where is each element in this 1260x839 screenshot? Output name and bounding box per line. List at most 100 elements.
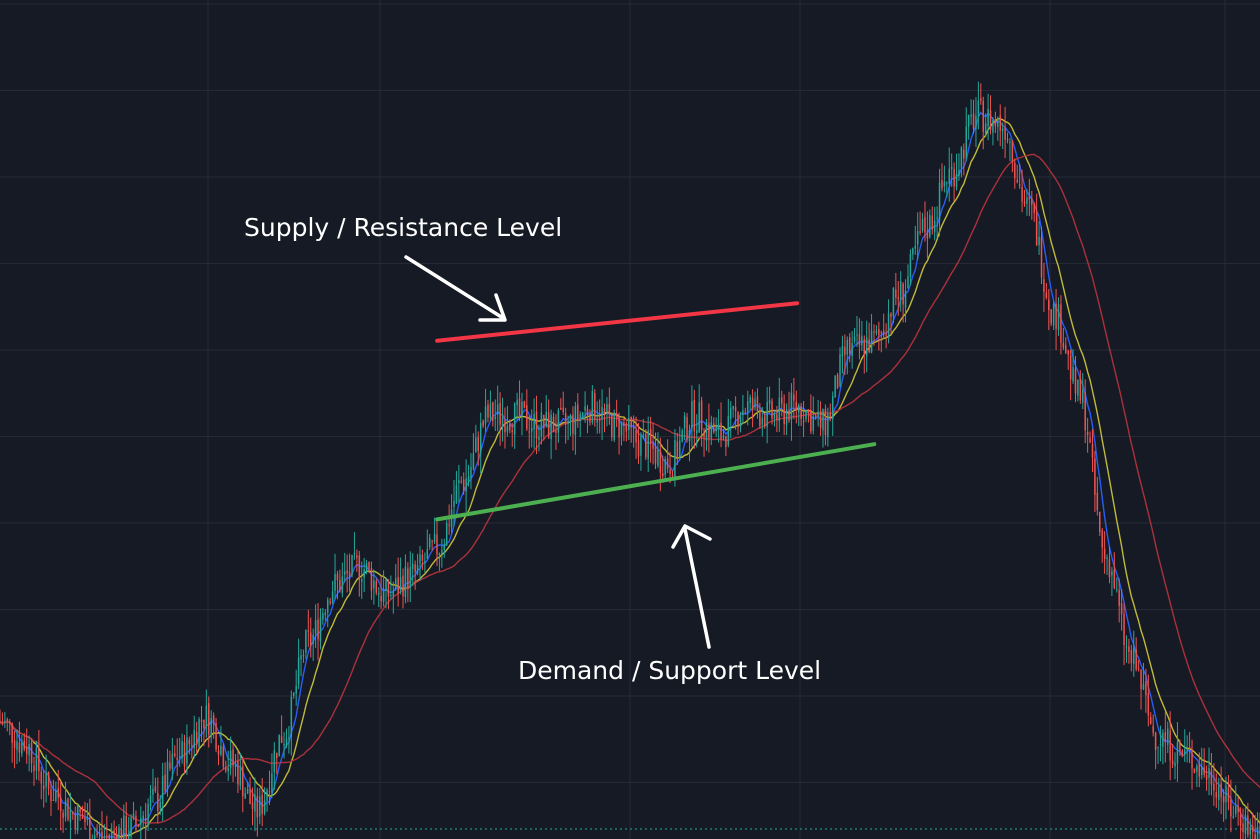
candle-body-439 — [1065, 345, 1067, 353]
candle-body-100 — [242, 766, 244, 797]
candle-body-476 — [1154, 732, 1157, 750]
candle-body-85 — [205, 705, 208, 726]
candle-body-318 — [771, 400, 773, 419]
candle-body-418 — [1014, 162, 1016, 179]
candle-body-337 — [817, 412, 819, 417]
candle-body-153 — [370, 568, 373, 591]
candle-body-2 — [4, 720, 6, 722]
candle-body-317 — [768, 400, 771, 404]
candle-body-156 — [377, 592, 380, 595]
candle-body-277 — [671, 474, 674, 477]
candle-body-180 — [436, 534, 438, 555]
candle-body-71 — [171, 753, 174, 770]
candle-body-205 — [496, 404, 499, 415]
candle-body-289 — [700, 400, 703, 431]
candle-body-168 — [407, 568, 409, 589]
candle-body-263 — [637, 440, 640, 457]
candle-body-395 — [958, 169, 960, 176]
candle-body-221 — [535, 411, 538, 439]
candle-body-106 — [256, 796, 259, 818]
candle-body-76 — [183, 742, 186, 767]
candle-body-244 — [591, 391, 594, 423]
candle-body-83 — [200, 720, 203, 722]
candle-body-366 — [887, 313, 890, 338]
candle-body-323 — [783, 403, 785, 425]
candle-body-139 — [336, 573, 339, 581]
candle-body-40 — [96, 833, 98, 836]
candle-body-105 — [254, 794, 256, 812]
candle-body-375 — [909, 253, 912, 277]
candle-body-114 — [276, 752, 278, 759]
candle-body-391 — [948, 168, 950, 185]
candle-body-302 — [732, 405, 734, 409]
candle-body-231 — [560, 407, 562, 410]
candle-body-184 — [445, 523, 448, 546]
candle-body-430 — [1043, 278, 1045, 293]
candle-body-512 — [1242, 823, 1244, 833]
candle-body-111 — [268, 791, 271, 793]
candle-body-369 — [895, 289, 897, 298]
candle-body-1 — [1, 723, 4, 725]
candle-body-36 — [86, 816, 89, 820]
candle-body-320 — [776, 414, 778, 421]
candle-body-308 — [746, 401, 749, 413]
candle-body-275 — [666, 458, 669, 469]
candle-body-91 — [220, 745, 222, 755]
candle-body-364 — [882, 330, 885, 336]
supply-resistance-label: Supply / Resistance Level — [244, 213, 563, 242]
candle-body-41 — [98, 832, 101, 834]
candle-body-7 — [16, 741, 18, 750]
candle-body-137 — [331, 591, 334, 603]
candle-body-66 — [159, 802, 161, 809]
candle-body-17 — [40, 771, 43, 784]
candle-body-347 — [841, 345, 844, 357]
candle-body-508 — [1232, 816, 1235, 818]
candle-body-407 — [987, 108, 989, 127]
candle-body-408 — [989, 110, 992, 130]
candle-body-101 — [244, 793, 246, 799]
candle-body-500 — [1213, 783, 1215, 791]
candle-body-194 — [470, 467, 472, 479]
candle-body-109 — [263, 800, 266, 814]
candle-body-355 — [861, 336, 863, 346]
candle-body-357 — [865, 337, 868, 356]
candle-body-236 — [572, 414, 574, 434]
candle-body-173 — [419, 554, 421, 564]
candle-body-94 — [227, 767, 229, 772]
candle-body-292 — [708, 423, 710, 438]
candle-body-450 — [1091, 444, 1094, 458]
candle-body-404 — [980, 98, 982, 101]
candle-body-356 — [863, 339, 866, 356]
candle-body-309 — [749, 397, 751, 403]
candle-body-473 — [1147, 693, 1150, 716]
candle-body-329 — [797, 405, 800, 413]
candle-body-269 — [652, 442, 654, 449]
candle-body-367 — [890, 313, 892, 317]
candle-body-143 — [346, 570, 348, 574]
candle-body-96 — [232, 749, 234, 766]
candle-body-319 — [773, 413, 776, 419]
candle-body-511 — [1239, 814, 1242, 826]
resistance-line — [435, 301, 800, 343]
candle-body-297 — [720, 422, 722, 440]
candle-body-371 — [899, 281, 902, 300]
candle-body-344 — [834, 376, 836, 398]
candle-body-167 — [404, 566, 407, 598]
candle-body-160 — [387, 581, 390, 597]
candle-body-258 — [625, 423, 628, 432]
candle-body-274 — [664, 459, 666, 475]
candle-body-394 — [955, 173, 958, 188]
candle-body-502 — [1217, 786, 1220, 800]
candle-body-443 — [1074, 368, 1077, 394]
demand-arrow-shaft — [683, 527, 711, 649]
candle-body-513 — [1244, 814, 1247, 834]
candle-body-257 — [623, 422, 625, 427]
candle-body-56 — [135, 815, 137, 825]
candle-body-175 — [424, 561, 426, 563]
candle-body-518 — [1256, 826, 1259, 839]
candle-body-255 — [618, 416, 620, 438]
candle-body-177 — [428, 537, 431, 548]
candle-body-133 — [322, 613, 324, 620]
candle-body-322 — [780, 397, 783, 404]
